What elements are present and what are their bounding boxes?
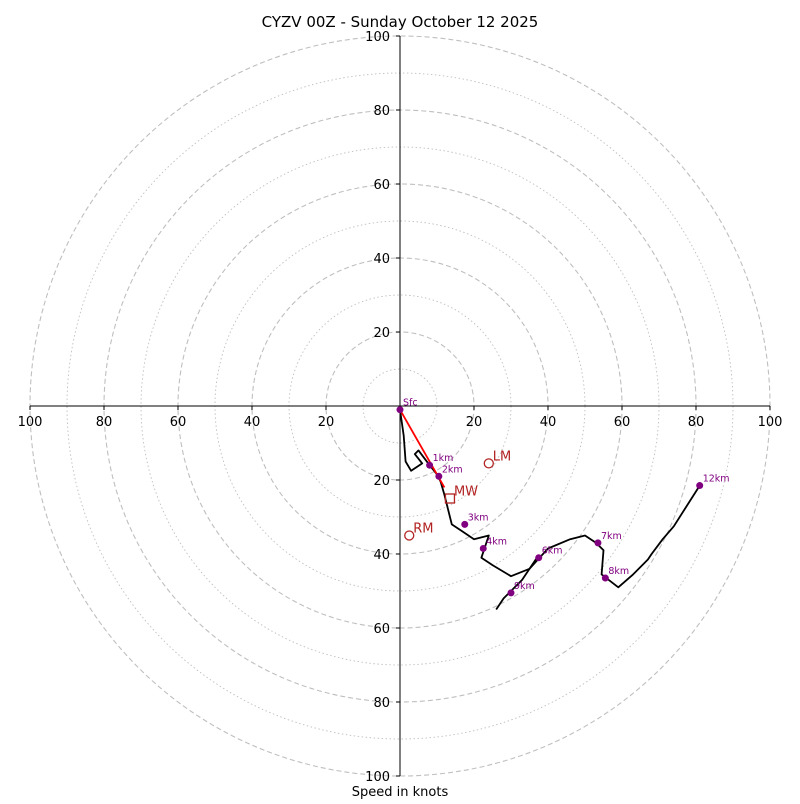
x-tick-label: 40: [244, 415, 261, 430]
y-tick-label: 100: [365, 770, 390, 785]
height-marker-sfc: [396, 406, 404, 414]
height-label-4km: 4km: [486, 536, 507, 547]
storm-motions: LM MW RM: [404, 449, 511, 541]
y-tick-label: 60: [373, 178, 390, 193]
motion-label-lm: LM: [493, 449, 511, 464]
height-label-1km: 1km: [433, 453, 454, 464]
x-tick-label: 20: [318, 415, 335, 430]
axes: [30, 36, 770, 776]
x-tick-label: 20: [466, 415, 483, 430]
height-marker-2km: [435, 472, 443, 480]
height-label-8km: 8km: [608, 566, 629, 577]
height-label-6km: 6km: [542, 546, 563, 557]
height-marker-3km: [461, 520, 469, 528]
motion-marker-mw: [444, 493, 456, 504]
y-tick-label: 20: [373, 474, 390, 489]
hodograph-line: [399, 409, 701, 589]
height-label-7km: 7km: [601, 531, 622, 542]
motion-label-rm: RM: [413, 522, 433, 537]
height-marker-4km: [479, 544, 487, 552]
height-marker-12km: [696, 482, 704, 490]
motion-label-mw: MW: [454, 485, 478, 500]
height-label-9km: 9km: [514, 581, 535, 592]
motion-marker-lm: [483, 458, 494, 469]
chart-title: CYZV 00Z - Sunday October 12 2025: [262, 13, 539, 31]
height-label-12km: 12km: [703, 474, 730, 485]
height-marker-1km: [426, 461, 434, 469]
height-label-3km: 3km: [468, 512, 489, 523]
height-marker-6km: [535, 554, 543, 562]
height-label-sfc: Sfc: [403, 398, 418, 409]
height-marker-7km: [594, 539, 602, 547]
y-tick-label: 20: [373, 326, 390, 341]
x-tick-label: 60: [170, 415, 187, 430]
x-axis-label: Speed in knots: [352, 785, 449, 800]
height-marker-8km: [601, 574, 609, 582]
y-tick-label: 100: [365, 30, 390, 45]
y-tick-label: 40: [373, 252, 390, 267]
y-tick-label: 60: [373, 622, 390, 637]
tick-labels: 100 80 60 40 20 20 40 60 80 100 100 80 60 40 20 20 40 60 8…: [18, 30, 783, 785]
wind-traces: [399, 409, 701, 610]
y-tick-label: 80: [373, 104, 390, 119]
x-tick-label: 40: [540, 415, 557, 430]
x-tick-label: 100: [758, 415, 783, 430]
x-tick-label: 80: [96, 415, 113, 430]
x-tick-label: 100: [18, 415, 43, 430]
height-marker-9km: [507, 589, 515, 597]
x-tick-label: 80: [688, 415, 705, 430]
x-tick-label: 60: [614, 415, 631, 430]
y-tick-label: 40: [373, 548, 390, 563]
y-tick-label: 80: [373, 696, 390, 711]
height-label-2km: 2km: [442, 464, 463, 475]
motion-marker-rm: [404, 530, 415, 541]
